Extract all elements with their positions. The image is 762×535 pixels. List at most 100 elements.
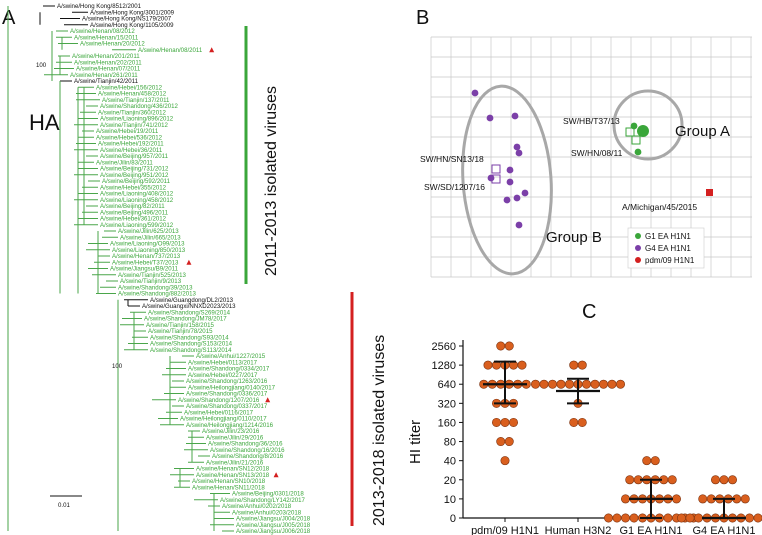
hi-titer-dot	[710, 475, 720, 485]
tree-leaf-label: A/swine/Tianjin/158/2015	[146, 322, 214, 329]
hi-titer-dot	[667, 475, 677, 485]
hi-titer-dot	[496, 341, 506, 351]
tree-leaf-label: A/swine/Shandong/0334/2017	[188, 366, 270, 373]
hi-titer-dot	[740, 494, 750, 504]
tree-leaf-label: A/swine/Shandong/S113/2014	[150, 347, 232, 354]
tree-leaf-label: A/swine/Shandong/S93/2014	[150, 334, 229, 341]
hi-titer-dot	[753, 513, 762, 523]
tree-leaf-label: A/swine/Hebei/0113/2017	[188, 359, 258, 366]
legend-marker-g4	[635, 245, 641, 251]
hi-titer-dot	[504, 437, 514, 447]
tree-leaf-label: A/swine/Beijing/731/2012	[100, 166, 169, 173]
tree-leaf-label: A/swine/Henan/SN10/2018	[192, 478, 266, 485]
tree-leaf-label: A/swine/Guangdong/DL2/2013	[150, 297, 234, 304]
tree-leaf-label: A/swine/Tianjin/360/2012	[98, 109, 166, 116]
x-category-label: G1 EA H1N1	[620, 525, 683, 535]
y-ticks: 2560 1280 640 320 160 80 40 20 10 0	[432, 341, 463, 525]
x-category-label: Human H3N2	[545, 525, 612, 535]
tree-leaf-label: A/swine/Anhui/1227/2015	[196, 353, 266, 360]
y-tick-label: 40	[444, 456, 456, 468]
hi-titer-dot	[607, 379, 617, 389]
g4-point	[515, 149, 523, 157]
legend-label-g4: G4 EA H1N1	[645, 244, 691, 253]
tree-leaf-label: A/swine/Henan/201/2011	[72, 53, 140, 60]
y-tick-label: 10	[444, 494, 456, 506]
tree-leaf-label: A/swine/Shandong/16/2016	[210, 447, 285, 454]
tree-leaf-label: A/swine/Henan/737/2013	[112, 253, 181, 260]
tree-leaf-label: A/swine/Hong Kong/3001/2009	[90, 9, 175, 16]
hi-titer-dot	[676, 513, 686, 523]
tree-leaf-label: A/swine/Henan/08/2012	[70, 28, 135, 35]
tree-leaf-label: A/swine/Henan/202/2011	[74, 59, 142, 66]
hi-titer-dot	[556, 379, 566, 389]
hi-titer-dot	[483, 360, 493, 370]
g1-point	[634, 148, 642, 156]
hi-titer-dot	[727, 475, 737, 485]
tree-title: HA	[29, 110, 60, 135]
tree-leaf-label: A/swine/Liaoning/408/2012	[100, 191, 174, 198]
hi-titer-dot	[564, 379, 574, 389]
tree-leaf-label: A/swine/Shandong/8/2016	[212, 453, 284, 460]
legend-marker-g1	[635, 233, 641, 239]
tree-leaf-label: A/swine/Shandong/1207/2016	[178, 397, 260, 404]
hi-titer-dot	[698, 494, 708, 504]
hi-titer-dot	[629, 513, 639, 523]
panel-label-c: C	[582, 301, 596, 323]
x-category-label: pdm/09 H1N1	[471, 525, 539, 535]
y-tick-label: 640	[438, 379, 456, 391]
panel-label-b: B	[416, 7, 429, 29]
hi-titer-dot	[620, 513, 630, 523]
group-a-label: Group A	[675, 123, 730, 140]
hi-titer-dot	[500, 417, 510, 427]
group-b-ellipse	[461, 84, 553, 276]
hi-titer-dot	[663, 513, 673, 523]
tree-leaf-label: A/swine/Shandong/436/2012	[100, 103, 179, 110]
marked-strain-triangle	[273, 472, 279, 478]
tree-leaf-label: A/swine/Shandong/0336/2017	[186, 391, 268, 398]
antigenic-map-points	[471, 89, 713, 229]
tree-leaf-label: A/swine/Heilongjiang/0110/2017	[180, 416, 267, 423]
hi-titer-dot	[504, 341, 514, 351]
tree-leaf-label: A/swine/Henan/07/2011	[76, 66, 141, 73]
scale-bar-label: 0.01	[58, 502, 70, 509]
hi-titer-dot	[671, 494, 681, 504]
label-sw-sd-1207-16: SW/SD/1207/16	[424, 182, 485, 192]
tree-leaf-label: A/swine/Tianjin/525/2013	[118, 272, 186, 279]
tree-leaf-label: A/swine/Jilin/625/2013	[118, 228, 179, 235]
tree-leaf-label: A/swine/Jilin/665/2013	[120, 234, 181, 241]
panel-label-a: A	[2, 7, 16, 29]
legend-marker-pdm09	[635, 257, 641, 263]
hi-titer-dot	[577, 360, 587, 370]
g4-point	[521, 189, 529, 197]
hi-titer-dot	[530, 379, 540, 389]
g4-point	[471, 89, 479, 97]
tree-leaf-label: A/swine/Henan/SN12/2018	[196, 466, 270, 473]
hi-titer-dot	[615, 379, 625, 389]
tree-leaf-label: A/swine/Henan/SN13/2018	[196, 472, 270, 479]
g4-point	[487, 174, 495, 182]
hi-titer-dot	[569, 417, 579, 427]
y-tick-label: 0	[450, 513, 456, 525]
hi-titer-dot	[603, 513, 613, 523]
tree-leaf-label: A/swine/Tianjin/78/2015	[148, 328, 213, 335]
legend-label-g1: G1 EA H1N1	[645, 232, 691, 241]
hi-titer-dot	[642, 456, 652, 466]
marked-strain-triangle	[186, 259, 192, 265]
g4-point	[513, 143, 521, 151]
tree-leaf-label: A/swine/Jiangsu/B9/2011	[110, 266, 179, 273]
tree-leaf-label: A/swine/Jilin/83/2011	[96, 159, 153, 166]
tree-leaves: A/swine/Hong Kong/8512/2001A/swine/Hong …	[57, 3, 311, 535]
tree-leaf-label: A/swine/Shandong/S153/2014	[150, 341, 233, 348]
hi-titer-dot	[693, 513, 703, 523]
hi-titer-dot	[508, 417, 518, 427]
tree-leaf-label: A/swine/Tianjin/741/2012	[100, 122, 168, 129]
x-category-label: G4 EA H1N1	[693, 525, 756, 535]
tree-leaf-label: A/swine/Jiangsu/J004/2018	[236, 516, 311, 523]
tree-leaf-label: A/swine/Liaoning/O99/2013	[110, 241, 185, 248]
bootstrap-value-2: 100	[112, 363, 123, 370]
tree-leaf-label: A/swine/Hebei/536/2012	[96, 134, 163, 141]
tree-leaf-label: A/swine/Hebei/0116/2017	[184, 409, 254, 416]
y-tick-label: 160	[438, 417, 456, 429]
y-tick-label: 1280	[432, 360, 456, 372]
